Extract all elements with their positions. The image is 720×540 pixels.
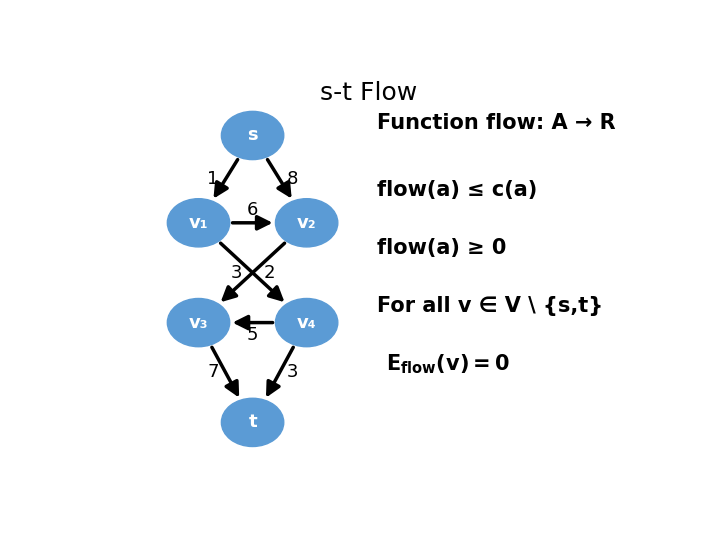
Text: flow(a) ≤ c(a): flow(a) ≤ c(a) bbox=[377, 179, 538, 200]
Ellipse shape bbox=[167, 299, 230, 347]
Text: 7: 7 bbox=[207, 363, 219, 381]
Text: s-t Flow: s-t Flow bbox=[320, 82, 418, 105]
Text: 2: 2 bbox=[264, 264, 275, 282]
Text: flow(a) ≥ 0: flow(a) ≥ 0 bbox=[377, 238, 507, 258]
Ellipse shape bbox=[167, 199, 230, 247]
Ellipse shape bbox=[276, 199, 338, 247]
Text: Function flow: A → R: Function flow: A → R bbox=[377, 113, 616, 133]
Text: t: t bbox=[248, 414, 257, 431]
Text: 6: 6 bbox=[247, 201, 258, 219]
Ellipse shape bbox=[221, 399, 284, 447]
Text: v₁: v₁ bbox=[189, 214, 208, 232]
Text: 3: 3 bbox=[230, 264, 242, 282]
Text: s: s bbox=[247, 126, 258, 145]
Text: 5: 5 bbox=[247, 326, 258, 344]
Text: For all v ∈ V \ {s,t}: For all v ∈ V \ {s,t} bbox=[377, 296, 603, 316]
Text: $\mathbf{E}_{\mathbf{flow}}$$\mathbf{(v) = 0}$: $\mathbf{E}_{\mathbf{flow}}$$\mathbf{(v)… bbox=[386, 353, 510, 376]
Text: 3: 3 bbox=[287, 363, 298, 381]
Ellipse shape bbox=[276, 299, 338, 347]
Ellipse shape bbox=[221, 111, 284, 160]
Text: v₄: v₄ bbox=[297, 314, 317, 332]
Text: v₂: v₂ bbox=[297, 214, 317, 232]
Text: 8: 8 bbox=[287, 170, 298, 188]
Text: v₃: v₃ bbox=[189, 314, 208, 332]
Text: 1: 1 bbox=[207, 170, 219, 188]
